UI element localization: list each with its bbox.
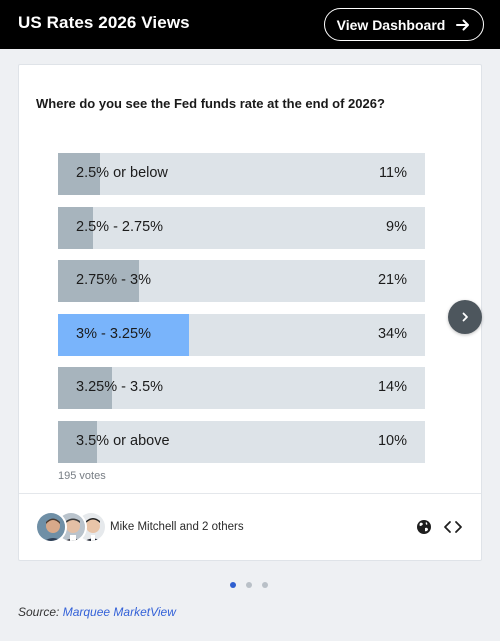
divider — [19, 493, 481, 494]
avatar[interactable] — [35, 511, 67, 543]
carousel-dot[interactable] — [262, 582, 268, 588]
poll-option-bar — [58, 313, 190, 356]
poll-option-label: 3.5% or above — [76, 433, 170, 449]
authors-text[interactable]: Mike Mitchell and 2 others — [110, 521, 244, 533]
page-title: US Rates 2026 Views — [18, 13, 190, 32]
poll-option-percent: 10% — [377, 433, 407, 449]
carousel-dots — [230, 582, 268, 588]
poll-option-percent: 21% — [377, 272, 407, 289]
poll-option-percent: 34% — [377, 325, 407, 342]
carousel-dot[interactable] — [246, 582, 252, 588]
poll-option[interactable]: 2.5% - 2.75% 9% — [58, 206, 425, 249]
vote-count: 195 votes — [58, 470, 106, 482]
source-link[interactable]: Marquee MarketView — [62, 605, 176, 619]
carousel-next-button[interactable] — [448, 300, 482, 334]
poll-option-label: 3.25% - 3.5% — [76, 379, 164, 396]
poll-card: Where do you see the Fed funds rate at t… — [18, 64, 482, 561]
poll-option[interactable]: 3.25% - 3.5% 14% — [58, 367, 425, 410]
poll-option-percent: 14% — [377, 379, 407, 396]
code-icon[interactable] — [443, 519, 463, 535]
globe-icon[interactable] — [416, 519, 432, 535]
poll-option-label: 2.5% or below — [76, 165, 168, 181]
poll-option-label: 2.75% - 3% — [76, 272, 151, 289]
poll-option[interactable]: 2.75% - 3% 21% — [58, 260, 425, 303]
poll-question: Where do you see the Fed funds rate at t… — [36, 96, 385, 111]
chevron-right-icon — [462, 312, 468, 322]
poll-option-bar — [58, 206, 93, 249]
poll-option-label: 3% - 3.25% — [76, 325, 151, 342]
poll-option[interactable]: 3.5% or above 10% — [58, 421, 425, 463]
author-avatars[interactable] — [35, 511, 107, 545]
poll-option-bar — [58, 260, 139, 303]
source-prefix: Source: — [18, 605, 60, 619]
carousel-dot[interactable] — [230, 582, 236, 588]
arrow-right-icon — [456, 19, 470, 30]
poll-option-bar — [58, 421, 97, 463]
header-bar: US Rates 2026 Views View Dashboard — [0, 0, 500, 49]
poll-option-percent: 11% — [379, 165, 407, 181]
source-line: Source: Marquee MarketView — [18, 605, 176, 619]
poll-option-label: 2.5% - 2.75% — [76, 218, 164, 235]
view-dashboard-label: View Dashboard — [336, 16, 446, 33]
poll-option-bar — [58, 153, 101, 195]
poll-option[interactable]: 2.5% or below 11% — [58, 153, 425, 195]
view-dashboard-button[interactable]: View Dashboard — [324, 8, 484, 41]
poll-option[interactable]: 3% - 3.25% 34% — [58, 313, 425, 356]
poll-option-bar — [58, 367, 112, 410]
poll-option-percent: 9% — [386, 218, 407, 235]
